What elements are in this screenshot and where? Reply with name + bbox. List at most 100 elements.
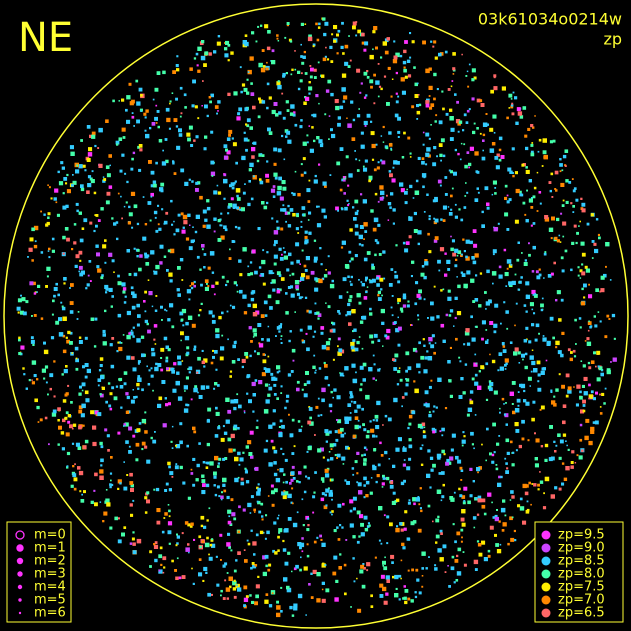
star <box>342 100 346 103</box>
star <box>217 35 221 38</box>
star <box>352 557 355 560</box>
star <box>588 283 590 286</box>
star <box>246 124 250 128</box>
star <box>254 270 258 275</box>
star <box>270 188 276 193</box>
star <box>339 188 343 192</box>
star <box>177 293 181 297</box>
star <box>250 340 253 343</box>
star <box>400 559 403 562</box>
zp-swatch <box>541 556 551 566</box>
star <box>561 462 565 465</box>
star <box>312 43 316 47</box>
star <box>528 198 533 203</box>
star <box>174 465 179 470</box>
star <box>379 277 384 282</box>
star <box>349 228 353 232</box>
star <box>100 393 104 398</box>
star <box>31 360 37 365</box>
star <box>254 601 258 606</box>
star <box>595 288 599 292</box>
star <box>442 205 447 210</box>
star <box>69 287 71 289</box>
magnitude-swatch <box>17 584 23 590</box>
star <box>283 473 286 476</box>
star <box>250 495 254 499</box>
star <box>424 390 429 395</box>
star <box>117 431 121 435</box>
star <box>146 322 149 326</box>
star <box>371 158 375 161</box>
star <box>430 40 433 43</box>
star <box>382 474 385 478</box>
star <box>579 269 583 273</box>
star <box>99 393 102 396</box>
star <box>305 475 308 478</box>
star <box>173 172 177 175</box>
star <box>532 222 536 225</box>
star <box>148 291 153 296</box>
star <box>99 357 104 361</box>
star <box>341 87 346 92</box>
star <box>457 547 462 552</box>
star <box>460 377 464 381</box>
star <box>570 465 574 469</box>
star <box>225 283 228 287</box>
star <box>159 261 163 265</box>
star <box>410 521 415 526</box>
star <box>414 82 418 87</box>
star <box>283 490 286 493</box>
star <box>79 272 84 277</box>
star <box>157 204 160 207</box>
star <box>471 97 475 101</box>
star <box>296 387 300 392</box>
star <box>475 362 478 365</box>
star <box>178 576 182 580</box>
star <box>487 549 491 553</box>
star <box>517 504 521 508</box>
star <box>486 206 490 210</box>
star <box>425 103 430 108</box>
star <box>370 477 373 479</box>
star <box>548 227 554 232</box>
star <box>469 398 472 401</box>
star <box>126 310 131 316</box>
star <box>234 340 237 343</box>
star <box>428 411 431 414</box>
star <box>437 179 442 184</box>
star <box>581 252 586 257</box>
star <box>239 66 242 69</box>
star <box>78 336 82 339</box>
star <box>117 517 120 520</box>
star <box>64 416 68 420</box>
star <box>453 581 456 584</box>
star <box>132 335 135 338</box>
star <box>144 290 147 294</box>
star <box>117 281 122 286</box>
star <box>537 380 540 383</box>
star <box>158 569 163 574</box>
star <box>66 466 69 469</box>
star <box>261 338 264 341</box>
star <box>542 138 547 143</box>
star <box>181 279 184 281</box>
star <box>141 388 144 392</box>
star <box>489 353 491 356</box>
star <box>580 301 585 306</box>
star <box>228 576 233 581</box>
star <box>354 416 359 420</box>
star <box>349 280 352 283</box>
star <box>354 199 359 204</box>
star <box>580 409 585 414</box>
star <box>213 190 218 195</box>
star <box>188 551 190 554</box>
star <box>576 454 579 457</box>
star <box>147 383 151 386</box>
star <box>132 151 136 155</box>
star <box>245 123 248 126</box>
star <box>445 112 449 116</box>
star <box>510 490 514 494</box>
star <box>278 528 283 533</box>
star <box>551 400 556 405</box>
star <box>199 545 202 549</box>
